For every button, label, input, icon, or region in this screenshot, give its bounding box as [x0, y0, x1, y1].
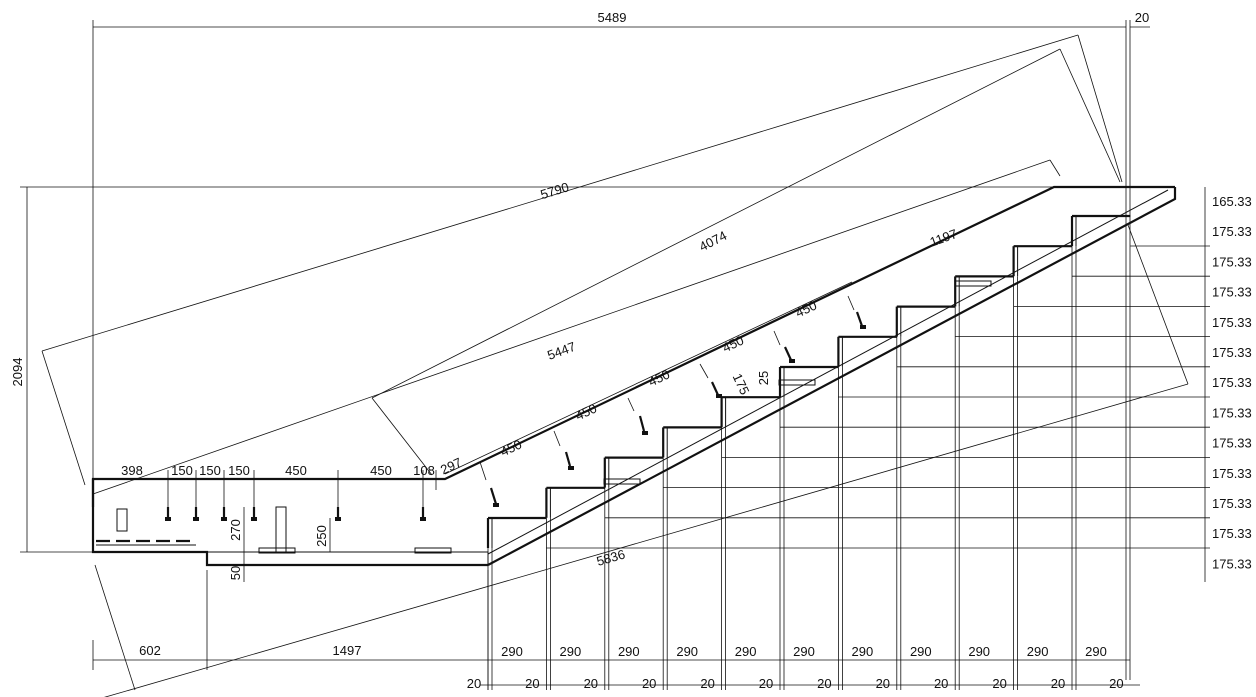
dim-450-flight: 450 [498, 437, 524, 460]
bolt-icon [420, 507, 426, 521]
bolt-icon [165, 507, 171, 521]
gap-label: 20 [642, 676, 656, 691]
dim-1197: 1197 [928, 226, 959, 250]
gap-label: 20 [759, 676, 773, 691]
step-labels-group: 290 290 290 290 290 290 290 290 290 290 290 20 20 20 2… [467, 194, 1252, 691]
dim-1497: 1497 [333, 643, 362, 658]
dimension-lines [20, 20, 1206, 697]
going-label: 290 [1027, 644, 1049, 659]
dim-5447: 5447 [545, 339, 577, 363]
tread-plate [954, 280, 992, 287]
riser-label: 175.33 [1212, 254, 1252, 269]
riser-label: 175.33 [1212, 466, 1252, 481]
base-plate [258, 547, 296, 554]
dim-150: 150 [171, 463, 193, 478]
going-label: 290 [793, 644, 815, 659]
going-label: 290 [735, 644, 757, 659]
going-label: 290 [852, 644, 874, 659]
dim-602: 602 [139, 643, 161, 658]
gap-label: 20 [876, 676, 890, 691]
dim-398: 398 [121, 463, 143, 478]
dim-250: 250 [314, 525, 329, 547]
gap-label: 20 [584, 676, 598, 691]
dim-25: 25 [756, 371, 771, 385]
steps-group [486, 214, 1131, 548]
anchor-plate [116, 508, 128, 532]
going-label: 290 [618, 644, 640, 659]
bolt-icon [784, 346, 795, 363]
bolt-icon [711, 381, 722, 398]
bolt-icon [638, 415, 648, 435]
anchors-group [116, 280, 992, 554]
dim-270: 270 [228, 519, 243, 541]
bolt-icon [221, 507, 227, 521]
gap-label: 20 [992, 676, 1006, 691]
going-label: 290 [676, 644, 698, 659]
dim-5836: 5836 [595, 546, 627, 568]
stringer-inner-line [487, 189, 1169, 555]
post-element [275, 506, 287, 553]
riser-label: 175.33 [1212, 405, 1252, 420]
step-dimension-group [487, 245, 1210, 690]
dim-2094: 2094 [10, 358, 25, 387]
tread-plate [778, 379, 816, 386]
gap-label: 20 [817, 676, 831, 691]
riser-label: 165.33 [1212, 194, 1252, 209]
bolt-icon [251, 507, 257, 521]
riser-label: 175.33 [1212, 556, 1252, 571]
going-label: 290 [560, 644, 582, 659]
gap-label: 20 [1051, 676, 1065, 691]
slab-inner-line [207, 551, 489, 565]
going-label: 290 [1085, 644, 1107, 659]
gap-label: 20 [525, 676, 539, 691]
dim-450: 450 [370, 463, 392, 478]
riser-label: 175.33 [1212, 224, 1252, 239]
dim-450: 450 [285, 463, 307, 478]
stair-outline [91, 185, 1177, 567]
dim-4074: 4074 [697, 228, 730, 254]
dim-450-flight: 450 [646, 367, 672, 390]
gap-label: 20 [467, 676, 481, 691]
riser-label: 175.33 [1212, 496, 1252, 511]
dim-450-flight: 450 [573, 401, 599, 424]
gap-label: 20 [1109, 676, 1123, 691]
stringer-underside [487, 187, 1177, 566]
dim-20-top: 20 [1135, 10, 1149, 25]
dim-175: 175 [730, 371, 753, 397]
gap-label: 20 [934, 676, 948, 691]
bolt-icon [489, 487, 499, 507]
dim-108: 108 [413, 463, 435, 478]
dim-150: 150 [228, 463, 250, 478]
going-label: 290 [501, 644, 523, 659]
going-label: 290 [968, 644, 990, 659]
bolt-icon [335, 507, 341, 521]
tread-plate [603, 478, 641, 485]
dimension-labels: 5489 20 2094 5790 4074 1197 5447 5836 39… [10, 10, 1149, 658]
riser-label: 175.33 [1212, 285, 1252, 300]
dim-150: 150 [199, 463, 221, 478]
dim-297: 297 [438, 455, 464, 478]
riser-label: 175.33 [1212, 315, 1252, 330]
riser-label: 175.33 [1212, 345, 1252, 360]
dim-5489: 5489 [598, 10, 627, 25]
riser-label: 175.33 [1212, 375, 1252, 390]
gap-label: 20 [700, 676, 714, 691]
dim-50: 50 [228, 566, 243, 580]
landing-top-line [91, 185, 1175, 507]
going-label: 290 [910, 644, 932, 659]
bolt-icon [193, 507, 199, 521]
bolt-icon [855, 311, 866, 329]
dim-5790: 5790 [539, 179, 571, 202]
base-plate [414, 547, 452, 554]
bolt-icon [564, 451, 574, 470]
riser-label: 175.33 [1212, 436, 1252, 451]
riser-label: 175.33 [1212, 526, 1252, 541]
